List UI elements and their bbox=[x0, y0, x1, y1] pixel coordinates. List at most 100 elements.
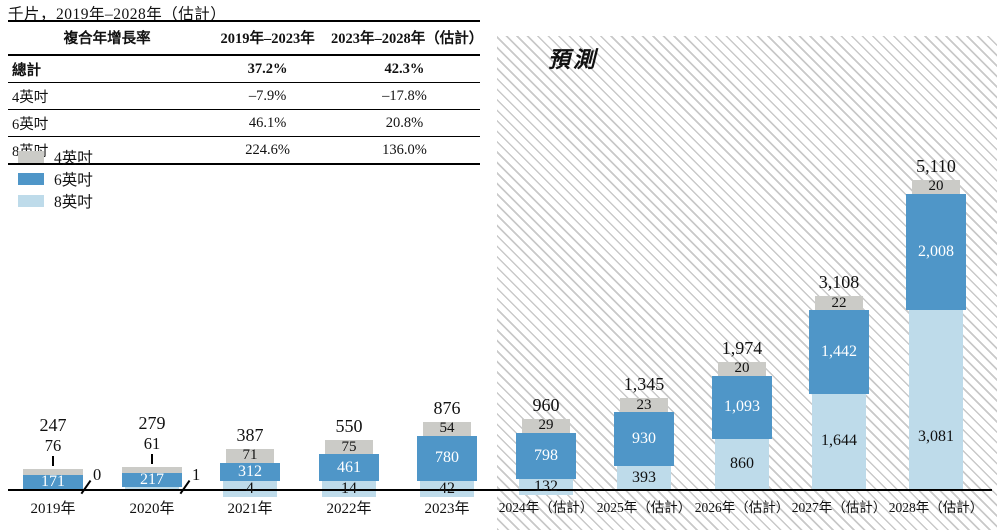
bar-total-label: 876 bbox=[433, 397, 461, 418]
bar-segment-6inch bbox=[809, 310, 869, 394]
bar-total-label: 1,345 bbox=[623, 374, 665, 395]
segment-value-label-8inch: 132 bbox=[534, 478, 558, 496]
bar-segment-6inch bbox=[614, 412, 674, 467]
x-axis-label: 2024年（估計） bbox=[498, 500, 594, 515]
6inch-cagr-2023-2028e: 20.8% bbox=[328, 109, 480, 137]
segment-value-label-6inch: 171 bbox=[41, 473, 65, 490]
legend: 4英吋 6英吋 8英吋 bbox=[18, 146, 93, 212]
x-axis-label: 2019年 bbox=[30, 501, 76, 517]
segment-value-label-4inch: 61 bbox=[143, 434, 161, 453]
forecast-label: 預測 bbox=[548, 47, 599, 72]
table-header-cagr: 複合年增長率 bbox=[8, 21, 207, 56]
x-axis-line bbox=[8, 489, 992, 491]
total-cagr-2023-2028e: 42.3% bbox=[328, 55, 480, 83]
segment-value-label-8inch: 14 bbox=[341, 480, 357, 497]
bar-total-label: 960 bbox=[532, 394, 560, 415]
segment-value-label-8inch: 1,644 bbox=[821, 432, 857, 450]
segment-value-label-6inch: 217 bbox=[140, 471, 164, 488]
legend-item-4inch: 4英吋 bbox=[18, 146, 93, 168]
bar-segment-4inch bbox=[620, 398, 668, 413]
segment-value-label-4inch: 71 bbox=[242, 447, 258, 464]
bar-segment-8inch bbox=[715, 439, 769, 489]
leader-tick bbox=[151, 454, 153, 464]
bar-segment-4inch bbox=[522, 418, 570, 433]
bar-segment-4inch bbox=[815, 296, 863, 310]
bar-segment-8inch bbox=[125, 487, 179, 489]
legend-swatch-4inch-icon bbox=[18, 151, 44, 163]
table-header-2023-2028e: 2023年–2028年（估計） bbox=[328, 21, 483, 56]
x-axis-label: 2028年（估計） bbox=[888, 500, 984, 515]
table-header-row: 複合年增長率 2019年–2023年 2023年–2028年（估計） bbox=[8, 21, 483, 56]
bar-segment-8inch bbox=[812, 393, 866, 489]
x-axis-label: 2025年（估計） bbox=[596, 500, 692, 515]
bar-segment-4inch bbox=[912, 179, 960, 194]
8inch-cagr-2019-2023: 224.6% bbox=[206, 136, 329, 165]
bar-total-label: 247 bbox=[39, 415, 67, 435]
bar-segment-4inch bbox=[23, 469, 83, 475]
legend-swatch-6inch-icon bbox=[18, 173, 44, 185]
legend-item-8inch: 8英吋 bbox=[18, 190, 93, 212]
x-axis-label: 2022年 bbox=[326, 501, 372, 517]
segment-value-label-6inch: 1,442 bbox=[821, 342, 857, 360]
segment-value-label-8inch: 1 bbox=[192, 465, 201, 484]
table-header-2019-2023: 2019年–2023年 bbox=[206, 21, 329, 56]
segment-value-label-6inch: 780 bbox=[435, 449, 459, 467]
x-axis-label: 2027年（估計） bbox=[791, 500, 887, 515]
segment-value-label-6inch: 798 bbox=[534, 447, 558, 465]
bar-segment-4inch bbox=[122, 467, 182, 473]
legend-label-4inch: 4英吋 bbox=[54, 150, 93, 167]
legend-item-6inch: 6英吋 bbox=[18, 168, 93, 190]
segment-value-label-8inch: 3,081 bbox=[918, 428, 954, 445]
row-label-6inch: 6英吋 bbox=[8, 109, 207, 137]
segment-value-label-4inch: 22 bbox=[831, 294, 847, 311]
total-cagr-2019-2023: 37.2% bbox=[206, 55, 329, 83]
4inch-cagr-2023-2028e: –17.8% bbox=[328, 82, 480, 110]
bar-segment-6inch bbox=[516, 432, 576, 480]
segment-value-label-4inch: 20 bbox=[734, 360, 750, 377]
bar-segment-4inch bbox=[325, 440, 373, 455]
x-axis-label: 2023年 bbox=[424, 501, 470, 517]
segment-value-label-6inch: 2,008 bbox=[918, 243, 954, 261]
bar-segment-6inch bbox=[220, 462, 280, 481]
bar-segment-6inch bbox=[23, 475, 83, 489]
segment-value-label-6inch: 312 bbox=[238, 462, 262, 480]
bar-total-label: 279 bbox=[138, 413, 166, 433]
cagr-table: 複合年增長率 2019年–2023年 2023年–2028年（估計） 總計 37… bbox=[8, 20, 483, 165]
leader-tick bbox=[52, 456, 54, 466]
x-axis-label: 2026年（估計） bbox=[694, 500, 790, 515]
bar-segment-6inch bbox=[712, 375, 772, 440]
legend-label-6inch: 6英吋 bbox=[54, 172, 93, 189]
segment-value-label-4inch: 54 bbox=[439, 420, 455, 437]
bar-total-label: 1,974 bbox=[721, 337, 763, 358]
chart-title: 千片，2019年–2028年（估計） bbox=[8, 6, 227, 23]
segment-value-label-8inch: 860 bbox=[730, 455, 754, 473]
segment-value-label-6inch: 461 bbox=[337, 458, 361, 476]
segment-value-label-8inch: 393 bbox=[632, 468, 656, 486]
x-axis-label: 2020年 bbox=[129, 501, 175, 517]
segment-value-label-8inch: 42 bbox=[439, 480, 455, 497]
table-row-6inch: 6英吋 46.1% 20.8% bbox=[8, 109, 480, 137]
bar-total-label: 387 bbox=[236, 424, 264, 445]
segment-value-label-6inch: 1,093 bbox=[724, 398, 760, 416]
segment-value-label-4inch: 29 bbox=[538, 417, 554, 434]
bar-total-label: 550 bbox=[335, 416, 363, 437]
bar-total-label: 3,108 bbox=[818, 272, 860, 292]
bar-segment-6inch bbox=[417, 435, 477, 481]
legend-swatch-8inch-icon bbox=[18, 195, 44, 207]
table-row-total: 總計 37.2% 42.3% bbox=[8, 55, 480, 83]
8inch-cagr-2023-2028e: 136.0% bbox=[328, 136, 480, 165]
segment-value-label-8inch: 4 bbox=[246, 480, 254, 497]
legend-label-8inch: 8英吋 bbox=[54, 194, 93, 211]
segment-value-label-4inch: 75 bbox=[341, 438, 357, 455]
bar-segment-8inch bbox=[617, 466, 671, 489]
6inch-cagr-2019-2023: 46.1% bbox=[206, 109, 329, 137]
segment-value-label-8inch: 0 bbox=[93, 465, 102, 484]
4inch-cagr-2019-2023: –7.9% bbox=[206, 82, 329, 110]
bar-segment-4inch bbox=[423, 421, 471, 436]
bar-segment-6inch bbox=[906, 193, 966, 311]
row-label-4inch: 4英吋 bbox=[8, 82, 207, 110]
bar-total-label: 5,110 bbox=[916, 155, 956, 176]
segment-value-label-4inch: 20 bbox=[928, 178, 944, 195]
bar-segment-4inch bbox=[718, 361, 766, 376]
